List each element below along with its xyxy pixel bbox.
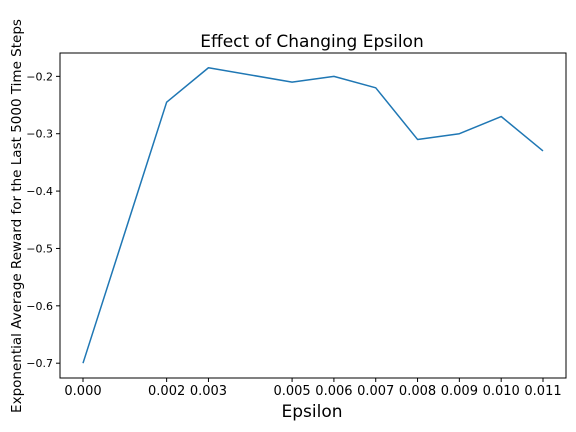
y-tick-label: −0.3 xyxy=(26,128,53,141)
x-tick-label: 0.010 xyxy=(483,384,520,399)
x-axis-label: Epsilon xyxy=(281,402,342,422)
y-axis-label: Exponential Average Reward for the Last … xyxy=(9,19,25,413)
series-line xyxy=(82,66,544,364)
x-tick-label: 0.009 xyxy=(441,384,478,399)
x-tick-label: 0.002 xyxy=(148,384,185,399)
y-axis: −0.2 −0.3 −0.4 −0.5 −0.6 −0.7 xyxy=(26,70,60,370)
x-tick-label: 0.008 xyxy=(399,384,436,399)
y-tick-label: −0.7 xyxy=(26,357,53,370)
x-tick-label: 0.007 xyxy=(357,384,394,399)
y-tick-label: −0.4 xyxy=(26,185,53,198)
x-tick-label: 0.000 xyxy=(64,384,101,399)
chart-title: Effect of Changing Epsilon xyxy=(200,32,423,52)
y-tick-label: −0.5 xyxy=(26,242,53,255)
x-axis: 0.000 0.002 0.003 0.005 0.006 0.007 0.008 0.009… xyxy=(64,378,562,399)
y-tick-label: −0.2 xyxy=(26,70,53,83)
x-tick-label: 0.005 xyxy=(273,384,310,399)
y-tick-label: −0.6 xyxy=(26,300,53,313)
x-tick-label: 0.006 xyxy=(315,384,352,399)
x-tick-label: 0.003 xyxy=(190,384,227,399)
plot-area-frame xyxy=(59,52,567,379)
x-tick-label: 0.011 xyxy=(524,384,561,399)
